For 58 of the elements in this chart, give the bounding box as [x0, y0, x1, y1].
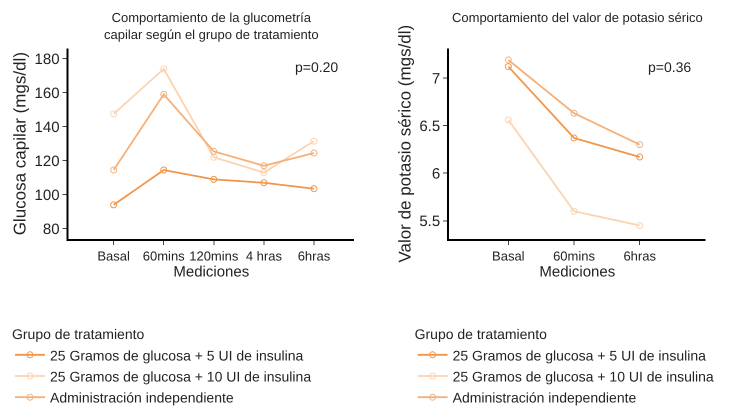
y-axis-title: Glucosa capilar (mgs/dl) — [10, 52, 30, 236]
y-tick-label: 7 — [432, 70, 440, 88]
x-tick-label: 6hras — [298, 248, 331, 264]
y-tick-label: 5.5 — [419, 213, 440, 230]
x-axis-title: Mediciones — [539, 263, 616, 280]
point — [570, 208, 578, 215]
y-tick-label: 180 — [34, 50, 60, 68]
legend-label: 25 Gramos de glucosa + 5 UI de insulina — [50, 347, 304, 364]
point — [636, 141, 644, 148]
y-tick-label: 140 — [34, 118, 60, 136]
point — [160, 166, 168, 174]
point — [110, 166, 118, 174]
y-tick-label: 120 — [34, 152, 60, 170]
legend-label: Administración independiente — [50, 390, 234, 406]
point — [260, 169, 268, 176]
legend-title: Grupo de tratamiento — [414, 326, 548, 342]
point — [636, 222, 644, 230]
point — [310, 138, 318, 145]
point — [110, 201, 118, 208]
point — [504, 56, 512, 64]
point — [504, 63, 512, 70]
y-tick-label: 160 — [34, 84, 60, 102]
x-tick-label: 4 hras — [246, 248, 282, 264]
y-tick-label: 6 — [432, 165, 440, 182]
legend-label: Administración independiente — [452, 390, 636, 406]
point — [160, 90, 168, 98]
legend-label: 25 Gramos de glucosa + 10 UI de insulina — [50, 368, 312, 384]
point — [310, 150, 318, 157]
chart-title: Comportamiento de la glucometría capilar según el grupo de tratamiento — [104, 10, 319, 42]
point — [210, 148, 218, 155]
point — [160, 65, 168, 72]
point — [570, 110, 578, 117]
point — [310, 185, 318, 192]
x-tick-label: 120mins — [189, 248, 239, 264]
point — [504, 116, 512, 124]
point — [210, 176, 218, 183]
y-tick-label: 100 — [34, 186, 60, 204]
chart-title: Comportamiento del valor de potasio sérico — [452, 10, 703, 25]
y-tick-label: 6.5 — [419, 118, 440, 135]
x-tick-label: 6hras — [623, 248, 656, 264]
x-tick-label: 60mins — [553, 248, 596, 264]
point — [260, 179, 268, 186]
point — [260, 162, 268, 170]
legend-title: Grupo de tratamiento — [12, 326, 145, 342]
x-tick-label: 60mins — [142, 248, 186, 264]
point — [570, 134, 578, 142]
y-tick-label: 80 — [42, 220, 60, 238]
x-axis-title: Mediciones — [173, 263, 250, 280]
point — [210, 154, 218, 161]
point — [636, 154, 644, 160]
annotation: p=0.20 — [295, 59, 338, 75]
x-tick-label: Basal — [97, 248, 130, 264]
legend-label: 25 Gramos de glucosa + 10 UI de insulina — [452, 368, 714, 384]
y-axis-title: Valor de potasio sérico (mgs/dl) — [395, 24, 414, 263]
x-tick-label: Basal — [492, 248, 525, 264]
legend-label: 25 Gramos de glucosa + 5 UI de insulina — [452, 347, 706, 364]
point — [110, 110, 118, 118]
annotation: p=0.36 — [648, 59, 692, 75]
